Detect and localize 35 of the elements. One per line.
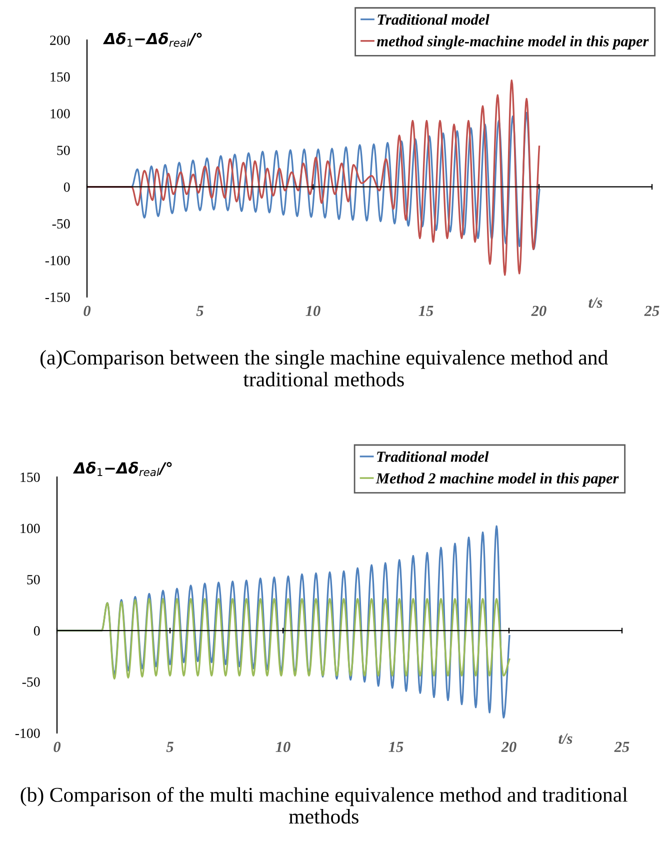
- y-tick-label: 100: [50, 109, 70, 118]
- legend-label: method single-machine model in this paper: [376, 36, 649, 50]
- x-axis-title: t/s: [588, 298, 602, 308]
- text: (b) Comparison of the multi machine equivalence method and traditional methods: [20, 787, 628, 824]
- y-tick-label: 100: [20, 524, 40, 534]
- y-tick-label: 200: [50, 36, 70, 45]
- x-tick-label: 10: [276, 742, 290, 752]
- x-tick-label: 25: [644, 306, 660, 316]
- legend-label: Traditional model: [378, 14, 490, 25]
- y-tick-label: 0: [34, 626, 40, 636]
- x-tick-label: 5: [166, 742, 174, 752]
- text: (a)Comparison between the single machine equivalence method and traditional methods: [40, 350, 608, 387]
- x-tick-label: 15: [388, 742, 404, 752]
- x-tick-label: 15: [418, 306, 434, 316]
- x-tick-label: 25: [614, 742, 630, 752]
- y-tick-label: -100: [45, 256, 70, 266]
- x-axis-title: t/s: [558, 734, 572, 744]
- y-axis-title: Δδ$_{1}$−Δδ$_{real}$/°: [102, 32, 202, 47]
- y-axis-title: Δδ$_{1}$−Δδ$_{real}$/°: [72, 462, 172, 476]
- y-tick-label: 50: [57, 146, 70, 156]
- y-tick-label: -50: [22, 677, 40, 687]
- legend-label: Method 2 machine model in this paper: [376, 472, 619, 487]
- y-tick-label: 150: [20, 472, 40, 482]
- y-tick-label: 0: [64, 182, 70, 192]
- y-tick-label: -100: [15, 728, 40, 738]
- legend-label: Traditional model: [377, 451, 489, 462]
- x-tick-label: 20: [501, 742, 516, 752]
- y-tick-label: 50: [27, 574, 40, 584]
- y-tick-label: -150: [45, 292, 70, 302]
- y-tick-label: 150: [50, 72, 70, 82]
- x-tick-label: 10: [306, 306, 320, 316]
- x-tick-label: 20: [531, 306, 546, 316]
- y-tick-label: -50: [52, 219, 70, 229]
- x-tick-label: 5: [196, 306, 204, 316]
- x-tick-label: 0: [84, 306, 91, 316]
